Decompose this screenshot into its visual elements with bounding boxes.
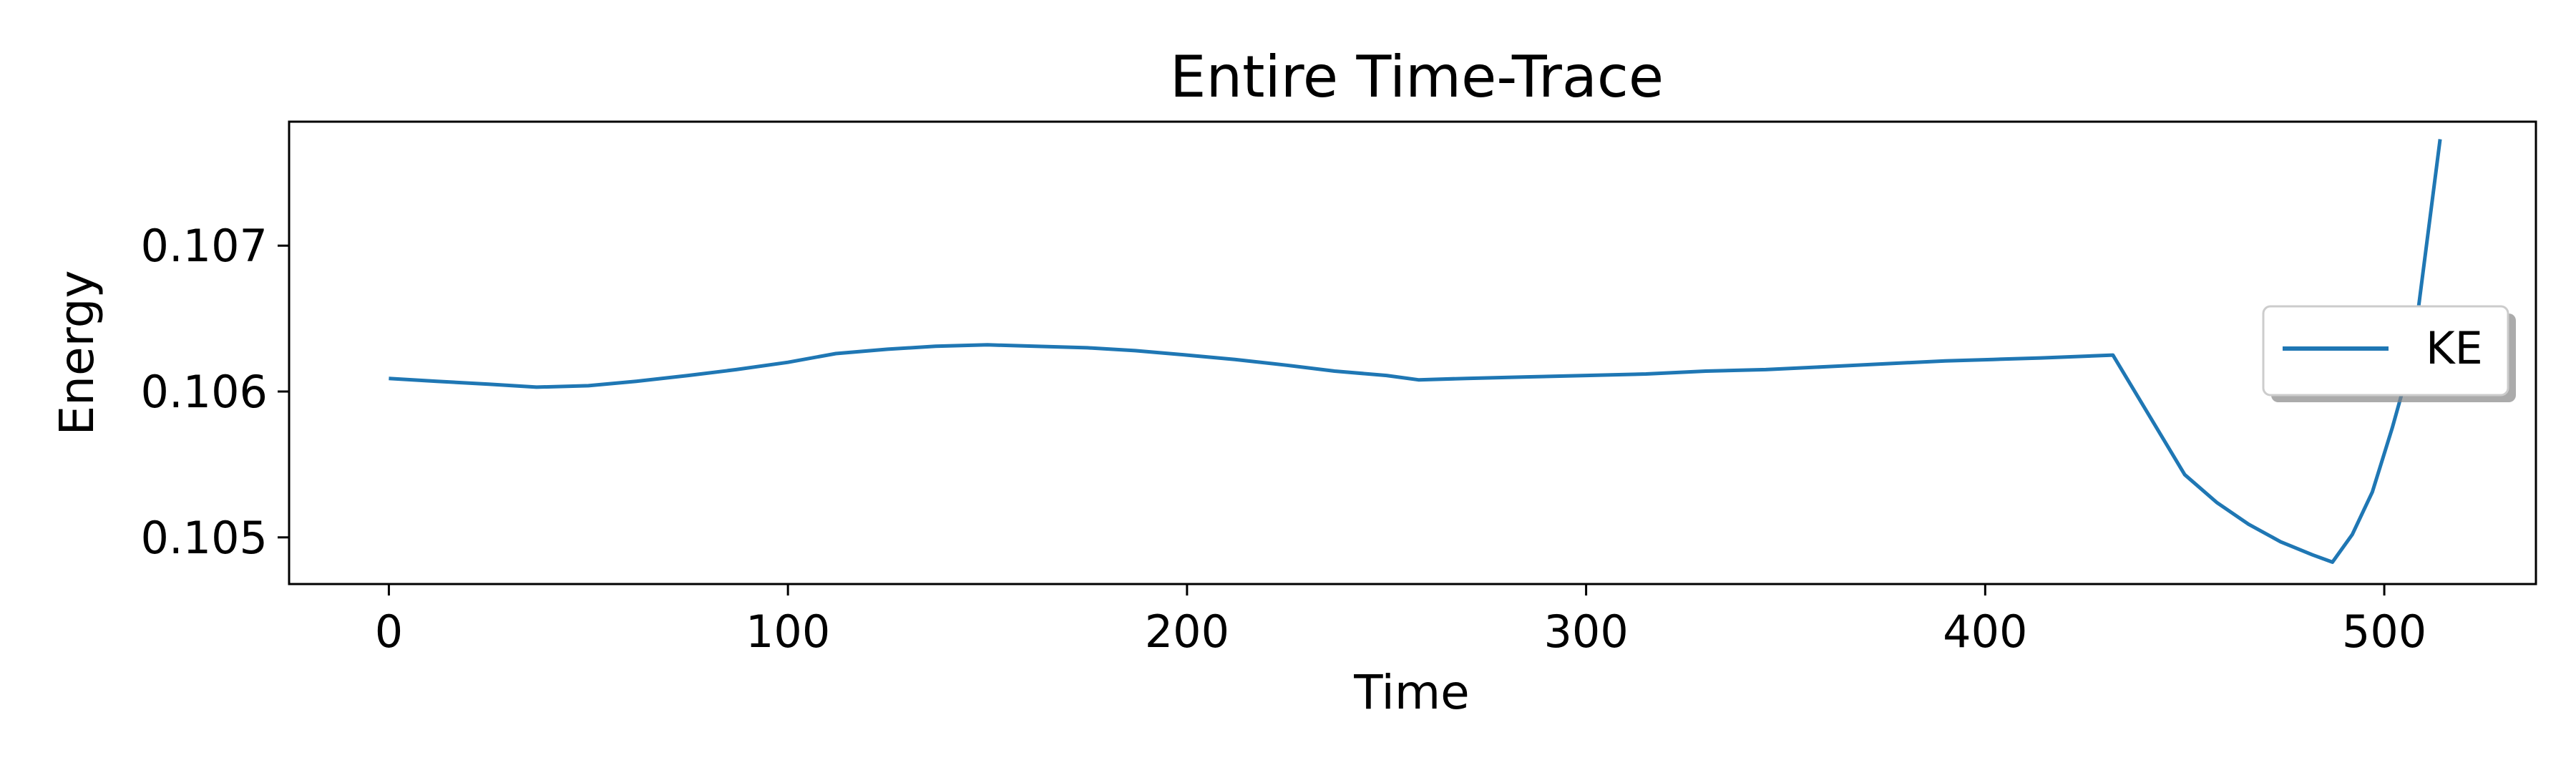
plot-area-frame (288, 120, 2537, 585)
x-tick-label: 500 (2342, 606, 2426, 658)
series-line-ke (389, 139, 2442, 564)
y-tick-label: 0.106 (141, 366, 268, 418)
x-tick-label: 200 (1145, 606, 1229, 658)
x-tick-label: 0 (375, 606, 403, 658)
y-tick-label: 0.105 (141, 512, 268, 564)
chart-title: Entire Time-Trace (1170, 44, 1664, 110)
y-tick-label: 0.107 (141, 220, 268, 272)
y-axis-label: Energy (49, 270, 104, 435)
legend: KE (2262, 305, 2516, 402)
x-tick-label: 400 (1943, 606, 2027, 658)
x-axis-label: Time (1353, 665, 1470, 720)
x-tick-label: 300 (1543, 606, 1628, 658)
legend-series-label: KE (2426, 322, 2483, 374)
x-tick-label: 100 (746, 606, 830, 658)
